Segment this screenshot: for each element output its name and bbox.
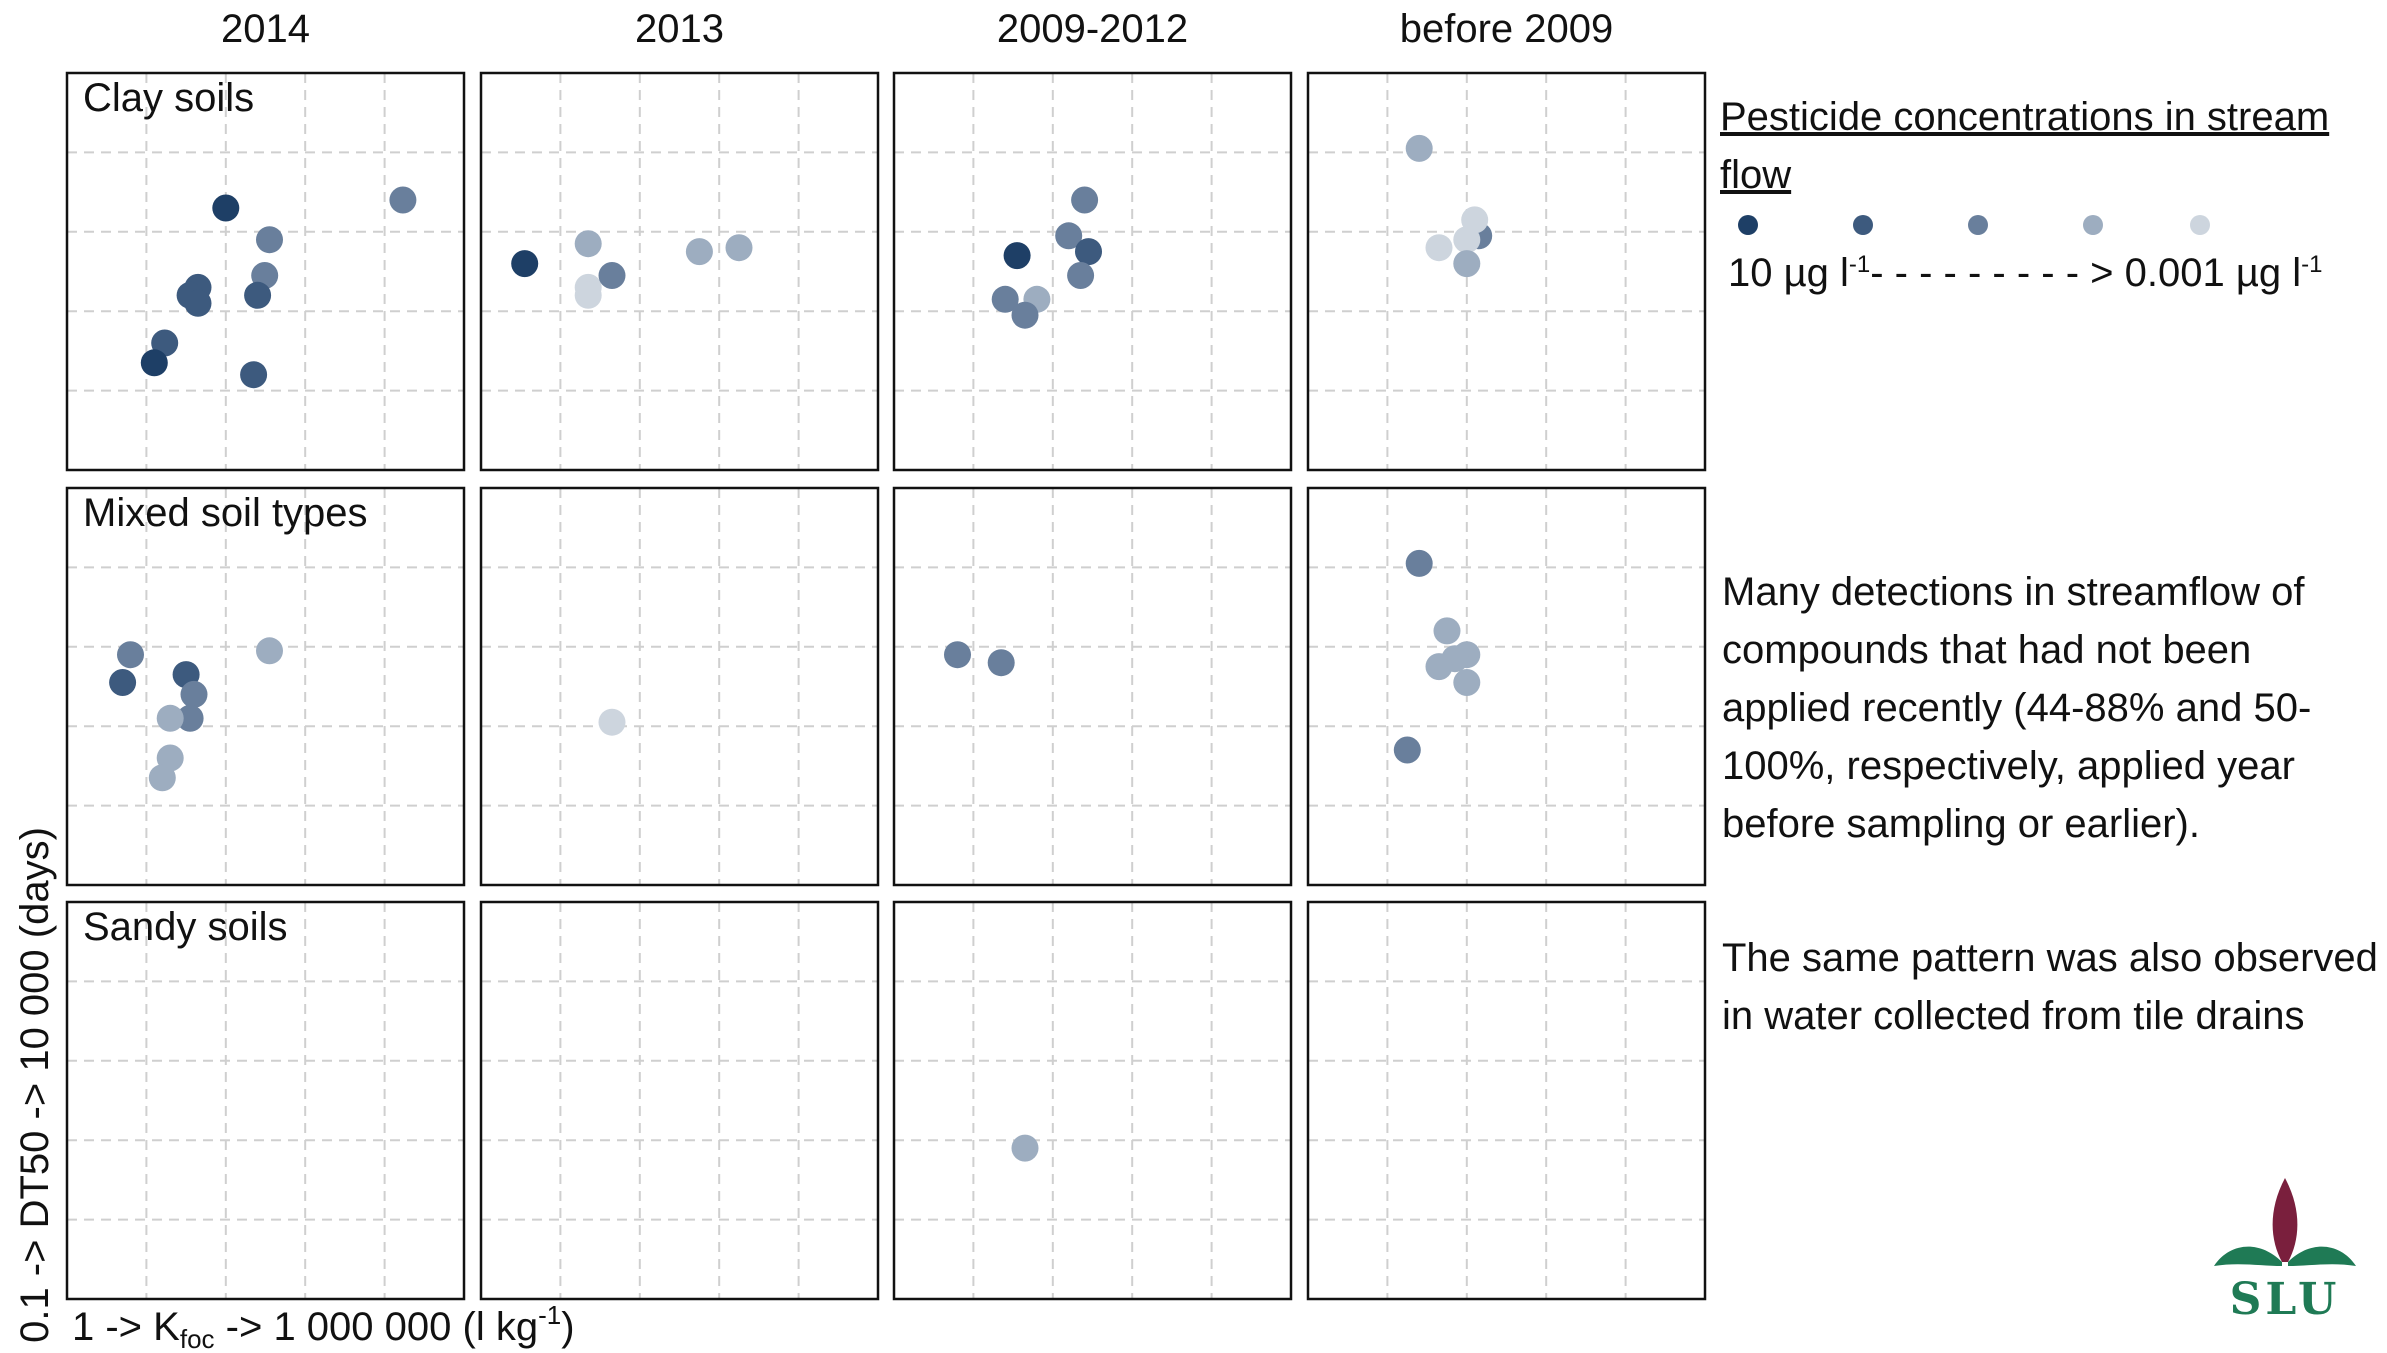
panel-r0-c1: [479, 71, 880, 472]
panel-frame: [892, 486, 1293, 887]
data-point: [987, 649, 1015, 677]
data-point: [1425, 234, 1453, 262]
data-point: [109, 669, 137, 696]
data-point: [1453, 669, 1481, 696]
panel-frame: [892, 71, 1293, 472]
slu-logo: SLU: [2214, 1178, 2356, 1320]
data-point: [256, 226, 283, 254]
y-axis-label: 0.1 -> DT50 -> 10 000 (days): [13, 827, 57, 1343]
note-tile-drains: The same pattern was also observed in wa…: [1722, 936, 2378, 1038]
row-label: Sandy soils: [83, 905, 288, 949]
scatter-figure: 2014 2013 2009-2012 before 2009 Clay soils Mi…: [13, 7, 1707, 1353]
data-point: [1055, 222, 1083, 250]
legend-range-end-exp: -1: [2301, 251, 2323, 278]
data-point: [1003, 242, 1031, 270]
panel-frame: [65, 71, 466, 472]
panel-frame: [479, 900, 880, 1301]
logo-text: SLU: [2230, 1274, 2341, 1320]
row-label: Mixed soil types: [83, 491, 368, 535]
data-point: [117, 641, 144, 669]
data-point: [151, 329, 179, 357]
data-point: [1011, 1134, 1039, 1162]
legend-swatch: [1738, 215, 1758, 235]
panel-frame: [479, 486, 880, 887]
data-point: [991, 285, 1019, 313]
legend-swatch: [2190, 215, 2210, 235]
logo-stem-icon: [2272, 1178, 2298, 1262]
data-point: [1433, 617, 1461, 645]
row-label: Clay soils: [83, 76, 254, 120]
panel-frame: [1306, 71, 1707, 472]
data-point: [1453, 226, 1481, 254]
panel-r1-c3: [1306, 486, 1707, 887]
data-point: [180, 680, 208, 708]
data-point: [256, 637, 283, 665]
column-header: 2013: [635, 7, 724, 51]
panel-r0-c3: [1306, 71, 1707, 472]
panel-r0-c0: [65, 71, 466, 472]
logo-leaf-right-icon: [2288, 1246, 2356, 1266]
panel-frame: [1306, 900, 1707, 1301]
data-point: [176, 704, 204, 732]
column-header: 2014: [221, 7, 310, 51]
data-point: [1425, 653, 1453, 681]
data-point: [244, 281, 272, 309]
data-point: [1405, 134, 1433, 162]
legend-range-start-exp: -1: [1848, 251, 1871, 278]
data-point: [1453, 250, 1481, 278]
data-point: [944, 641, 971, 669]
panel-frame: [479, 71, 880, 472]
panel-r2-c1: [479, 900, 880, 1301]
legend-range-start: 10 µg l: [1728, 251, 1849, 295]
legend-swatch: [2083, 215, 2103, 235]
legend-title: Pesticide concentrations in stream flow: [1720, 95, 2330, 197]
panel-frame: [65, 900, 466, 1301]
data-point: [574, 281, 602, 309]
panel-grid-layer: [65, 71, 1707, 1301]
panel-r0-c2: [892, 71, 1293, 472]
column-header: before 2009: [1400, 7, 1614, 51]
data-point: [1067, 262, 1095, 289]
data-point: [389, 186, 417, 214]
data-point: [725, 234, 753, 262]
panel-r1-c0: [65, 486, 466, 887]
panel-r1-c1: [479, 486, 880, 887]
legend-swatch: [1968, 215, 1988, 235]
data-point: [184, 289, 212, 317]
panel-r2-c3: [1306, 900, 1707, 1301]
legend-swatch: [1853, 215, 1873, 235]
data-point: [511, 250, 539, 278]
legend-range-label: 10 µg l-1- - - - - - - - - > 0.001 µg l-…: [1728, 244, 2322, 302]
column-header: 2009-2012: [997, 7, 1188, 51]
logo-leaf-left-icon: [2214, 1246, 2282, 1266]
legend-color-scale: [1738, 215, 2210, 235]
panel-r2-c0: [65, 900, 466, 1301]
panel-r1-c2: [892, 486, 1293, 887]
data-point: [148, 764, 176, 792]
data-point: [212, 194, 240, 222]
data-point: [1405, 549, 1433, 577]
panel-frame: [892, 900, 1293, 1301]
data-point: [1075, 238, 1102, 266]
legend: Pesticide concentrations in stream flow: [1720, 88, 2340, 204]
data-point: [140, 349, 168, 377]
data-point: [574, 230, 602, 258]
data-point: [240, 361, 268, 389]
data-point: [598, 262, 626, 289]
label-layer: 2014 2013 2009-2012 before 2009 Clay soils Mi…: [13, 7, 1613, 1353]
panel-frame: [1306, 486, 1707, 887]
data-point: [598, 708, 626, 736]
panel-r2-c2: [892, 900, 1293, 1301]
x-axis-label: 1 -> Kfoc -> 1 000 000 (l kg-1): [72, 1300, 575, 1353]
data-point: [1011, 301, 1039, 329]
panel-frame: [65, 486, 466, 887]
data-point: [1393, 736, 1421, 764]
data-point: [1071, 186, 1099, 214]
data-point: [156, 704, 184, 732]
note-detections: Many detections in streamflow of compoun…: [1722, 570, 2312, 846]
legend-range-end: - - - - - - - - - > 0.001 µg l: [1870, 251, 2302, 295]
data-point: [685, 238, 713, 266]
